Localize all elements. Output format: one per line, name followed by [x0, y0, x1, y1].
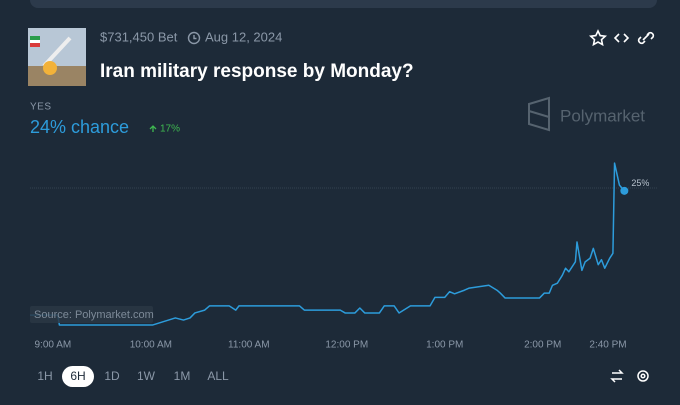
range-button[interactable]: 1H	[37, 369, 52, 383]
end-point	[620, 186, 629, 195]
range-button[interactable]: 1D	[104, 369, 120, 383]
range-button[interactable]: 1M	[174, 369, 191, 383]
swap-button[interactable]	[610, 369, 624, 383]
plot: 9:00 AM 10:00 AM 11:00 AM 12:00 PM 1:00 PM 2:…	[30, 162, 657, 351]
market-title: Iran military response by Monday?	[100, 61, 414, 82]
range-selector: 1H 6H 1D 1W 1M ALL	[37, 366, 229, 387]
chance: 24% chance	[30, 117, 129, 137]
range-button[interactable]: ALL	[207, 369, 229, 383]
range-button[interactable]: 1W	[137, 369, 156, 383]
x-tick-label: 9:00 AM	[35, 340, 72, 351]
source-badge	[30, 306, 153, 323]
x-tick-label: 2:40 PM	[589, 340, 626, 351]
favorite-button[interactable]	[588, 29, 608, 47]
x-tick-label: 11:00 AM	[228, 340, 270, 351]
x-tick-label: 2:00 PM	[524, 340, 561, 351]
end-label: 25%	[631, 178, 649, 188]
source: Source: Polymarket.com	[34, 309, 154, 321]
market-thumbnail	[28, 28, 86, 86]
outcome-label: YES	[30, 102, 52, 113]
range-button[interactable]: 6H	[70, 369, 85, 383]
brand: Polymarket	[560, 106, 645, 125]
brand-logo	[528, 96, 550, 132]
range-selected-bg	[62, 366, 94, 387]
up-arrow	[149, 125, 157, 132]
x-tick-label: 1:00 PM	[426, 340, 463, 351]
volume: $731,450 Bet	[100, 29, 178, 44]
x-tick-label: 10:00 AM	[130, 340, 172, 351]
clock-icon	[187, 31, 201, 45]
date: Aug 12, 2024	[205, 29, 282, 44]
settings-button[interactable]	[637, 370, 649, 382]
top-bar	[30, 0, 657, 8]
x-tick-label: 12:00 PM	[325, 340, 368, 351]
line-series	[30, 162, 625, 326]
embed-button[interactable]	[613, 33, 630, 43]
change: 17%	[160, 124, 180, 135]
link-button[interactable]	[637, 31, 655, 45]
